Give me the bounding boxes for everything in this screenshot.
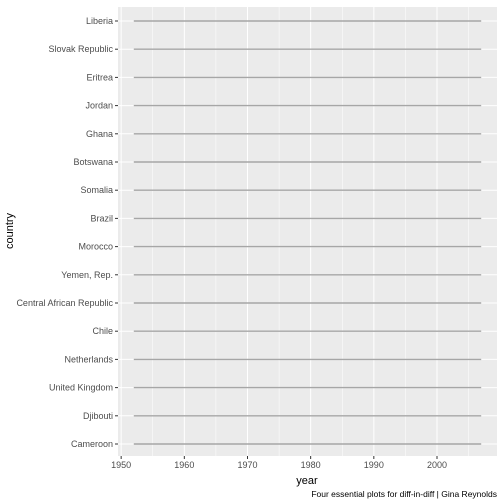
y-tick-label: Ghana: [86, 129, 113, 139]
y-tick-label: Botswana: [73, 157, 113, 167]
y-tick-label: Yemen, Rep.: [61, 270, 113, 280]
y-axis-title: country: [4, 212, 16, 249]
y-axis: Liberia Slovak Republic Eritrea Jordan Ghana…: [16, 16, 118, 449]
minor-gridlines: [152, 7, 469, 456]
chart-caption: Four essential plots for diff-in-diff | …: [311, 489, 497, 499]
data-segments: [133, 20, 482, 445]
y-tick-label: Cameroon: [71, 439, 113, 449]
y-tick-label: Chile: [92, 326, 113, 336]
x-tick-label: 1960: [174, 460, 194, 470]
y-tick-label: Liberia: [86, 16, 113, 26]
x-tick-label: 1980: [301, 460, 321, 470]
x-tick-label: 2000: [427, 460, 447, 470]
y-tick-label: Central African Republic: [16, 298, 113, 308]
y-tick-label: United Kingdom: [49, 383, 113, 393]
y-tick-label: Jordan: [85, 101, 113, 111]
y-tick-label: Netherlands: [64, 354, 113, 364]
y-tick-label: Morocco: [78, 242, 113, 252]
x-tick-label: 1970: [237, 460, 257, 470]
x-tick-label: 1990: [364, 460, 384, 470]
y-tick-label: Slovak Republic: [48, 44, 113, 54]
x-axis: 1950 1960 1970 1980 1990 2000: [111, 456, 447, 470]
x-tick-label: 1950: [111, 460, 131, 470]
y-tick-label: Djibouti: [83, 411, 113, 421]
y-tick-label: Brazil: [90, 213, 113, 223]
y-tick-label: Somalia: [80, 185, 113, 195]
y-tick-label: Eritrea: [86, 72, 113, 82]
plot-panel: [118, 7, 497, 456]
x-axis-title: year: [296, 475, 318, 487]
